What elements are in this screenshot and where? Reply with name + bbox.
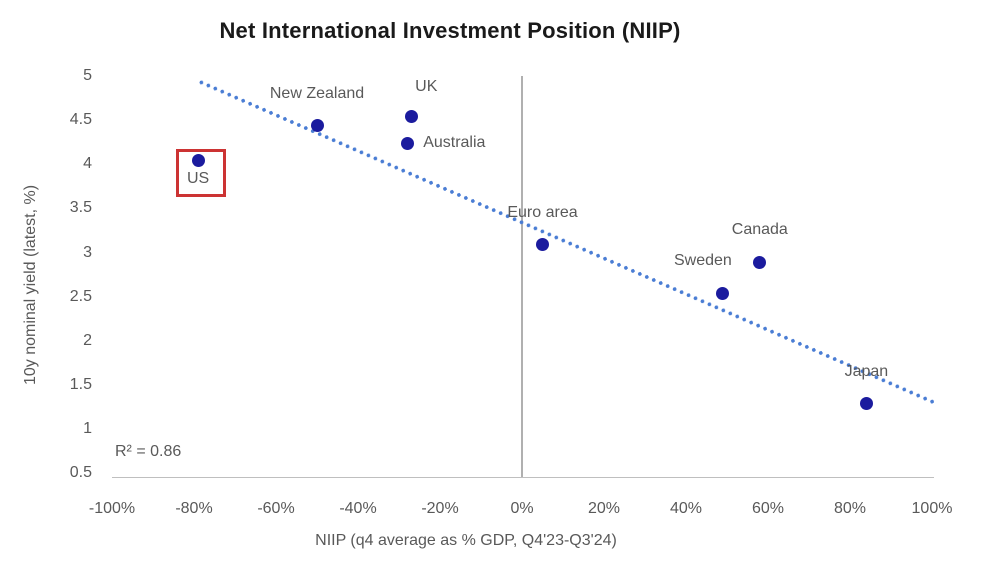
data-point-marker-australia bbox=[400, 136, 414, 150]
data-point-marker-euro-area bbox=[536, 238, 549, 252]
r-squared-annotation: R² = 0.86 bbox=[115, 443, 182, 460]
y-tick-label: 4.5 bbox=[69, 111, 92, 129]
data-point-marker-uk bbox=[404, 110, 418, 124]
data-point-label-japan: Japan bbox=[844, 362, 889, 380]
x-tick-label: -100% bbox=[88, 500, 136, 517]
data-point-marker-canada bbox=[753, 255, 767, 269]
x-tick-label: 40% bbox=[669, 500, 703, 517]
us-highlight-box bbox=[176, 148, 227, 197]
y-tick-label: 5 bbox=[83, 67, 92, 84]
data-point-label-australia: Australia bbox=[423, 134, 486, 152]
zero-gridline bbox=[521, 76, 523, 477]
x-tick-label: 80% bbox=[833, 500, 867, 517]
y-tick-label: 4 bbox=[83, 155, 92, 173]
data-point-label-uk: UK bbox=[415, 77, 438, 95]
chart-title: Net International Investment Position (N… bbox=[219, 18, 681, 43]
x-tick-label: -60% bbox=[257, 500, 295, 517]
y-tick-label: 1.5 bbox=[69, 376, 92, 394]
data-point-marker-new-zealand bbox=[310, 119, 324, 133]
data-point-label-new-zealand: New Zealand bbox=[269, 84, 365, 102]
trendline bbox=[197, 79, 937, 406]
data-point-marker-japan bbox=[859, 397, 873, 411]
y-tick-label: 1 bbox=[83, 420, 92, 438]
data-point-marker-us bbox=[191, 154, 205, 168]
x-tick-label: 20% bbox=[587, 500, 621, 517]
x-tick-label: -20% bbox=[421, 500, 459, 517]
y-tick-label: 2 bbox=[83, 331, 92, 349]
y-tick-label: 2.5 bbox=[69, 287, 92, 305]
x-axis-line bbox=[112, 477, 934, 478]
data-point-label-canada: Canada bbox=[731, 221, 788, 239]
data-point-label-euro-area: Euro area bbox=[507, 203, 578, 221]
x-tick-label: -80% bbox=[175, 500, 213, 517]
data-point-marker-sweden bbox=[716, 286, 730, 300]
x-tick-label: 60% bbox=[751, 500, 785, 517]
x-tick-label: -40% bbox=[339, 500, 377, 517]
x-tick-label: 0% bbox=[510, 500, 534, 517]
y-tick-label: 3.5 bbox=[69, 199, 92, 217]
y-tick-label: 0.5 bbox=[69, 464, 92, 482]
y-tick-label: 3 bbox=[83, 243, 92, 261]
x-tick-label: 100% bbox=[911, 500, 953, 517]
data-point-label-sweden: Sweden bbox=[673, 252, 732, 270]
x-axis-title: NIIP (q4 average as % GDP, Q4'23-Q3'24) bbox=[315, 532, 617, 549]
data-point-label-us: US bbox=[186, 169, 210, 187]
